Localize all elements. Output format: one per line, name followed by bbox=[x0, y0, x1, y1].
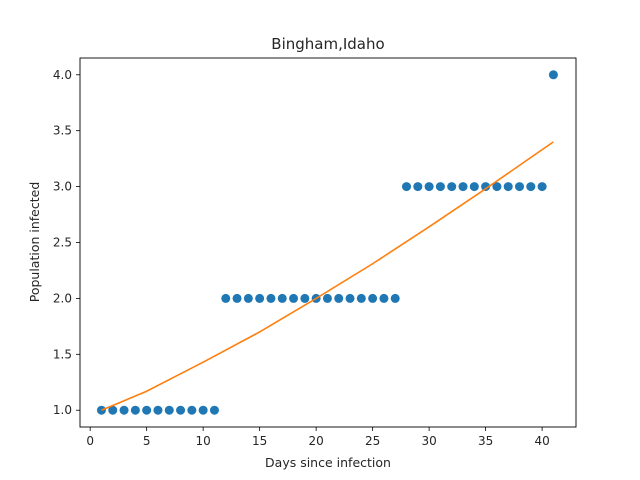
data-point bbox=[413, 182, 423, 192]
data-point bbox=[424, 182, 434, 192]
x-tick-label: 35 bbox=[478, 434, 493, 448]
data-point bbox=[492, 182, 502, 192]
y-tick-label: 3.5 bbox=[53, 124, 72, 138]
x-tick-label: 10 bbox=[196, 434, 211, 448]
x-tick-label: 25 bbox=[365, 434, 380, 448]
y-tick-label: 2.5 bbox=[53, 236, 72, 250]
data-point bbox=[402, 182, 412, 192]
data-point bbox=[334, 293, 344, 303]
y-axis-label: Population infected bbox=[27, 182, 42, 303]
data-point bbox=[243, 293, 253, 303]
data-point bbox=[469, 182, 479, 192]
data-point bbox=[356, 293, 366, 303]
data-point bbox=[379, 293, 389, 303]
fit-line bbox=[101, 141, 554, 411]
data-point bbox=[164, 405, 174, 415]
data-point bbox=[142, 405, 152, 415]
data-point bbox=[209, 405, 219, 415]
data-point bbox=[130, 405, 140, 415]
data-point bbox=[221, 293, 231, 303]
data-point bbox=[96, 405, 106, 415]
y-tick-label: 4.0 bbox=[53, 68, 72, 82]
chart-title: Bingham,Idaho bbox=[271, 35, 384, 53]
data-point bbox=[345, 293, 355, 303]
x-tick-label: 5 bbox=[143, 434, 151, 448]
data-point bbox=[435, 182, 445, 192]
data-point bbox=[232, 293, 242, 303]
data-point bbox=[255, 293, 265, 303]
data-point bbox=[187, 405, 197, 415]
data-point bbox=[289, 293, 299, 303]
data-point bbox=[277, 293, 287, 303]
data-point bbox=[515, 182, 525, 192]
x-axis-ticks: 0 5 10 15 20 25 30 35 40 bbox=[86, 427, 550, 448]
data-point bbox=[390, 293, 400, 303]
y-tick-label: 3.0 bbox=[53, 180, 72, 194]
data-point bbox=[526, 182, 536, 192]
data-point bbox=[481, 182, 491, 192]
data-point bbox=[108, 405, 118, 415]
y-tick-label: 2.0 bbox=[53, 291, 72, 305]
plot-frame bbox=[79, 57, 577, 428]
data-point bbox=[176, 405, 186, 415]
data-point bbox=[266, 293, 276, 303]
plot-area bbox=[96, 70, 558, 415]
x-tick-label: 0 bbox=[86, 434, 94, 448]
data-point bbox=[322, 293, 332, 303]
data-point bbox=[119, 405, 129, 415]
data-point bbox=[447, 182, 457, 192]
data-point bbox=[368, 293, 378, 303]
data-point bbox=[503, 182, 513, 192]
data-point bbox=[300, 293, 310, 303]
x-tick-label: 15 bbox=[252, 434, 267, 448]
data-point bbox=[198, 405, 208, 415]
data-point bbox=[548, 70, 558, 80]
y-axis-ticks: 1.0 1.5 2.0 2.5 3.0 3.5 4.0 bbox=[53, 68, 80, 417]
data-point bbox=[153, 405, 163, 415]
y-tick-label: 1.5 bbox=[53, 347, 72, 361]
x-tick-label: 30 bbox=[421, 434, 436, 448]
x-tick-label: 40 bbox=[534, 434, 549, 448]
y-tick-label: 1.0 bbox=[53, 403, 72, 417]
x-axis-label: Days since infection bbox=[265, 455, 391, 470]
data-point bbox=[537, 182, 547, 192]
x-tick-label: 20 bbox=[308, 434, 323, 448]
data-point bbox=[458, 182, 468, 192]
